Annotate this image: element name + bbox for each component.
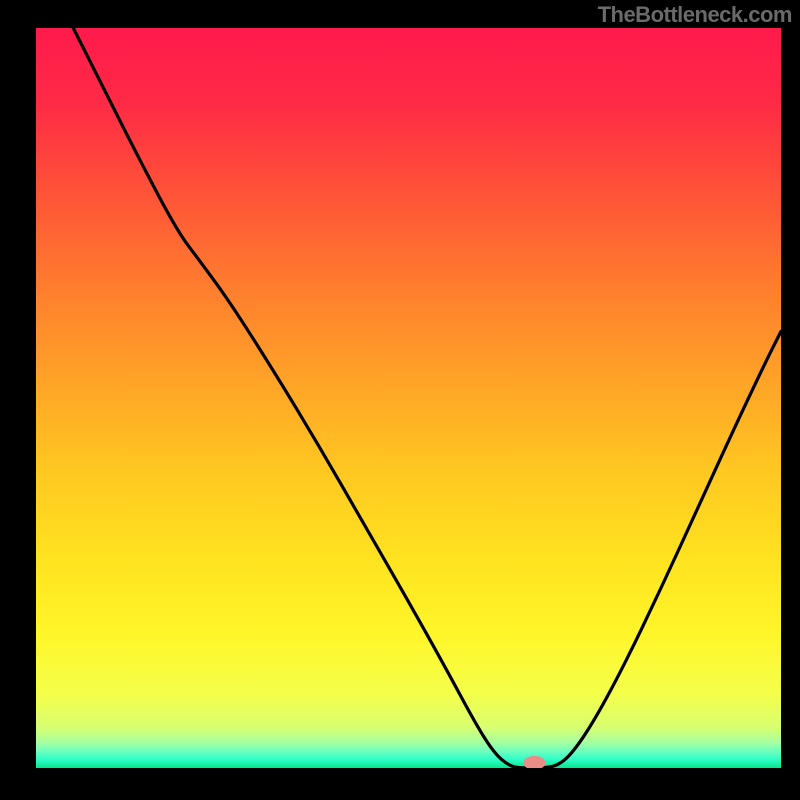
gradient-background	[36, 28, 781, 768]
chart-root: { "watermark": "TheBottleneck.com", "fra…	[0, 0, 800, 800]
bottleneck-chart	[36, 28, 781, 768]
plot-frame	[36, 28, 781, 768]
watermark-text: TheBottleneck.com	[598, 2, 792, 28]
